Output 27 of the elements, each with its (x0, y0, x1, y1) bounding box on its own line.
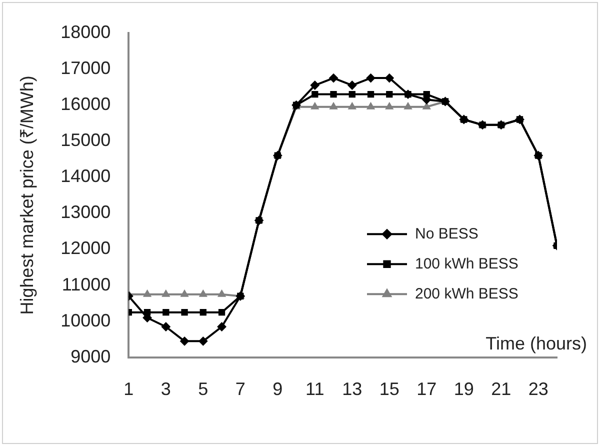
y-axis-title: Highest market price (₹/MWh) (16, 76, 37, 315)
x-tick-label: 13 (342, 379, 362, 400)
x-tick-label: 1 (124, 379, 134, 400)
x-tick-label: 11 (306, 379, 324, 400)
x-tick-label: 3 (160, 379, 171, 400)
y-tick-label: 11000 (62, 274, 111, 294)
x-tick-label: 17 (416, 379, 437, 400)
y-tick-label: 17000 (60, 58, 111, 78)
x-tick-label: 15 (379, 379, 400, 400)
x-axis-title: Time (hours) (486, 333, 587, 354)
y-tick-label: 13000 (60, 202, 111, 222)
y-tick-label: 12000 (60, 238, 111, 258)
y-tick-label: 18000 (60, 22, 111, 42)
x-tick-label: 7 (235, 379, 246, 400)
x-tick-label: 23 (528, 379, 548, 400)
x-tick-label: 5 (198, 379, 208, 400)
x-tick-label: 9 (272, 379, 283, 400)
x-tick-label: 19 (454, 379, 474, 400)
y-tick-label: 16000 (60, 94, 111, 114)
y-tick-label: 10000 (60, 310, 111, 330)
x-tick-label: 21 (491, 379, 512, 400)
legend-label: 100 kWh BESS (415, 255, 518, 272)
y-tick-label: 14000 (60, 166, 111, 186)
y-tick-label: 9000 (70, 346, 111, 366)
legend-label: No BESS (415, 225, 478, 242)
legend-label: 200 kWh BESS (415, 285, 518, 302)
y-tick-label: 15000 (60, 130, 111, 150)
